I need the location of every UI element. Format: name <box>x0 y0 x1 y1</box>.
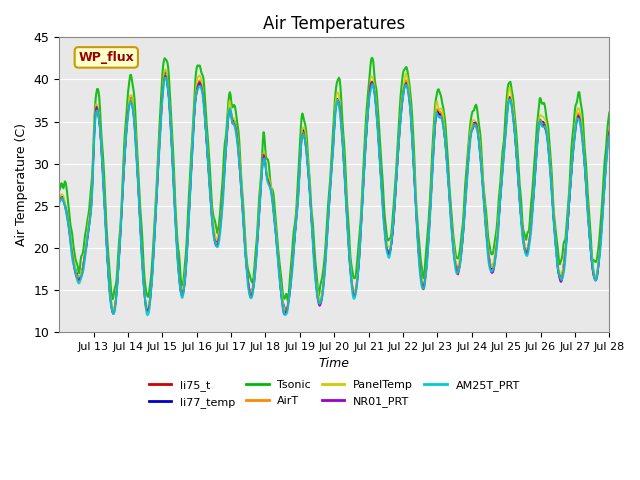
NR01_PRT <box>605 128 613 134</box>
PanelTemp <box>270 206 278 212</box>
li75_t <box>120 157 128 163</box>
PanelTemp <box>221 147 229 153</box>
PanelTemp <box>120 165 127 171</box>
Tsonic <box>368 55 376 60</box>
X-axis label: Time: Time <box>319 357 350 370</box>
Tsonic <box>392 165 400 171</box>
NR01_PRT <box>423 257 431 263</box>
NR01_PRT <box>161 72 169 78</box>
AirT <box>605 131 613 137</box>
Title: Air Temperatures: Air Temperatures <box>263 15 405 33</box>
li75_t <box>423 253 431 259</box>
li75_t <box>161 73 169 79</box>
li75_t <box>271 215 278 221</box>
Tsonic <box>120 152 127 158</box>
PanelTemp <box>249 286 257 291</box>
PanelTemp <box>282 307 290 313</box>
PanelTemp <box>392 173 400 179</box>
li77_temp <box>282 309 290 314</box>
li75_t <box>223 140 230 146</box>
li77_temp <box>270 208 278 214</box>
AM25T_PRT <box>161 75 169 81</box>
NR01_PRT <box>249 288 257 294</box>
Tsonic <box>284 298 292 304</box>
li75_t <box>55 199 63 204</box>
AM25T_PRT <box>392 176 400 181</box>
li77_temp <box>249 284 257 290</box>
PanelTemp <box>55 195 63 201</box>
AirT <box>120 167 127 173</box>
AM25T_PRT <box>55 200 63 206</box>
Line: PanelTemp: PanelTemp <box>59 69 609 310</box>
NR01_PRT <box>221 155 229 160</box>
NR01_PRT <box>280 312 288 317</box>
AirT <box>221 153 229 158</box>
NR01_PRT <box>270 209 278 215</box>
AM25T_PRT <box>143 312 151 318</box>
AirT <box>161 72 169 77</box>
Line: li77_temp: li77_temp <box>59 72 609 312</box>
PanelTemp <box>605 125 613 131</box>
Line: AM25T_PRT: AM25T_PRT <box>59 78 609 315</box>
AM25T_PRT <box>120 170 127 176</box>
NR01_PRT <box>55 200 63 205</box>
li75_t <box>605 127 613 132</box>
Line: NR01_PRT: NR01_PRT <box>59 75 609 314</box>
li77_temp <box>423 253 431 259</box>
li77_temp <box>120 169 127 175</box>
AM25T_PRT <box>223 139 230 144</box>
Text: WP_flux: WP_flux <box>79 51 134 64</box>
Legend: li75_t, li77_temp, Tsonic, AirT, PanelTemp, NR01_PRT, AM25T_PRT: li75_t, li77_temp, Tsonic, AirT, PanelTe… <box>145 376 524 412</box>
AirT <box>282 309 290 315</box>
AM25T_PRT <box>250 285 257 290</box>
li77_temp <box>55 196 63 202</box>
Tsonic <box>221 140 228 145</box>
li77_temp <box>605 129 613 135</box>
AirT <box>423 259 431 264</box>
Tsonic <box>423 236 431 242</box>
AirT <box>55 193 63 199</box>
NR01_PRT <box>392 178 400 184</box>
li75_t <box>392 178 400 183</box>
Tsonic <box>269 188 276 194</box>
AirT <box>270 207 278 213</box>
Line: AirT: AirT <box>59 74 609 312</box>
Tsonic <box>605 110 613 116</box>
li77_temp <box>392 176 400 181</box>
AirT <box>249 288 257 293</box>
PanelTemp <box>161 66 169 72</box>
PanelTemp <box>423 255 431 261</box>
Tsonic <box>248 279 256 285</box>
AM25T_PRT <box>605 133 613 139</box>
AirT <box>392 178 400 183</box>
AM25T_PRT <box>423 258 431 264</box>
AM25T_PRT <box>271 217 278 223</box>
li75_t <box>109 311 116 317</box>
NR01_PRT <box>120 170 127 176</box>
li77_temp <box>221 148 229 154</box>
li75_t <box>250 284 257 289</box>
Line: Tsonic: Tsonic <box>59 58 609 301</box>
Tsonic <box>55 188 63 193</box>
li77_temp <box>161 69 169 74</box>
Y-axis label: Air Temperature (C): Air Temperature (C) <box>15 123 28 246</box>
Line: li75_t: li75_t <box>59 76 609 314</box>
